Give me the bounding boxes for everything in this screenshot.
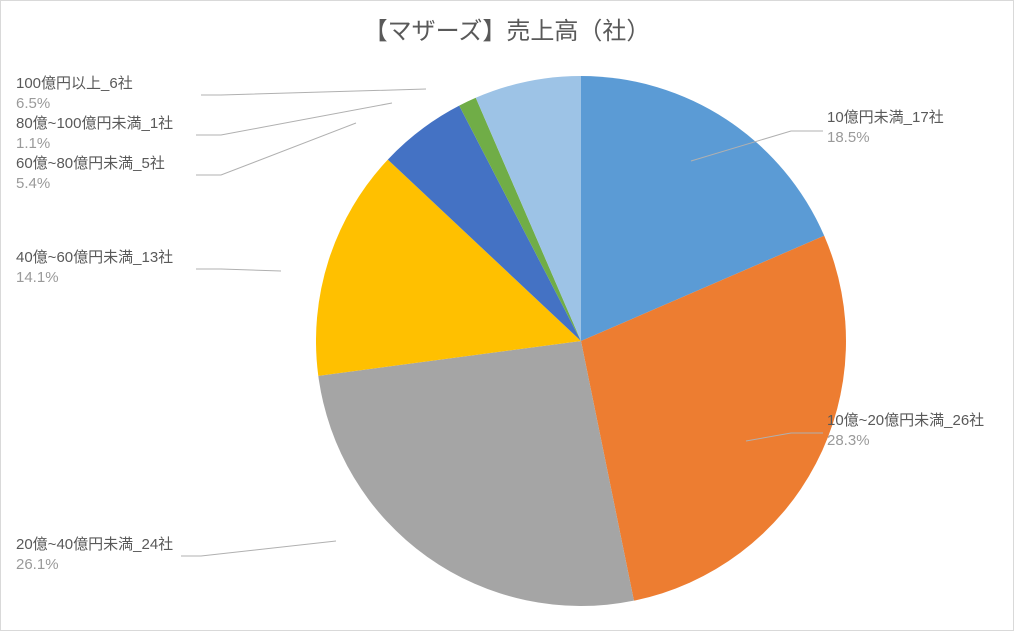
slice-label-percent: 5.4% — [16, 174, 165, 194]
slice-label-name: 60億~80億円未満_5社 — [16, 155, 165, 172]
slice-label: 40億~60億円未満_13社 14.1% — [16, 248, 173, 287]
slice-label-name: 10億~20億円未満_26社 — [827, 412, 984, 429]
slice-label: 60億~80億円未満_5社 5.4% — [16, 154, 165, 193]
slice-label-percent: 6.5% — [16, 94, 133, 114]
slice-label: 10億円未満_17社 18.5% — [827, 108, 944, 147]
slice-label-percent: 14.1% — [16, 268, 173, 288]
leader-line — [196, 269, 281, 271]
pie-chart — [316, 76, 846, 606]
pie-slice — [318, 341, 634, 606]
chart-title: 【マザーズ】売上高（社） — [1, 11, 1013, 46]
slice-label: 100億円以上_6社 6.5% — [16, 74, 133, 113]
slice-label-name: 10億円未満_17社 — [827, 109, 944, 126]
slice-label-percent: 26.1% — [16, 555, 173, 575]
slice-label: 20億~40億円未満_24社 26.1% — [16, 535, 173, 574]
leader-line — [181, 541, 336, 556]
chart-container: 【マザーズ】売上高（社） 10億円未満_17社 18.5% 10億~20億円未満_2… — [0, 0, 1014, 631]
slice-label-percent: 28.3% — [827, 431, 984, 451]
slice-label-name: 20億~40億円未満_24社 — [16, 536, 173, 553]
slice-label: 80億~100億円未満_1社 1.1% — [16, 114, 173, 153]
slice-label-name: 100億円以上_6社 — [16, 75, 133, 92]
slice-label-percent: 18.5% — [827, 128, 944, 148]
slice-label-percent: 1.1% — [16, 134, 173, 154]
slice-label-name: 40億~60億円未満_13社 — [16, 249, 173, 266]
slice-label: 10億~20億円未満_26社 28.3% — [827, 411, 984, 450]
slice-label-name: 80億~100億円未満_1社 — [16, 115, 173, 132]
